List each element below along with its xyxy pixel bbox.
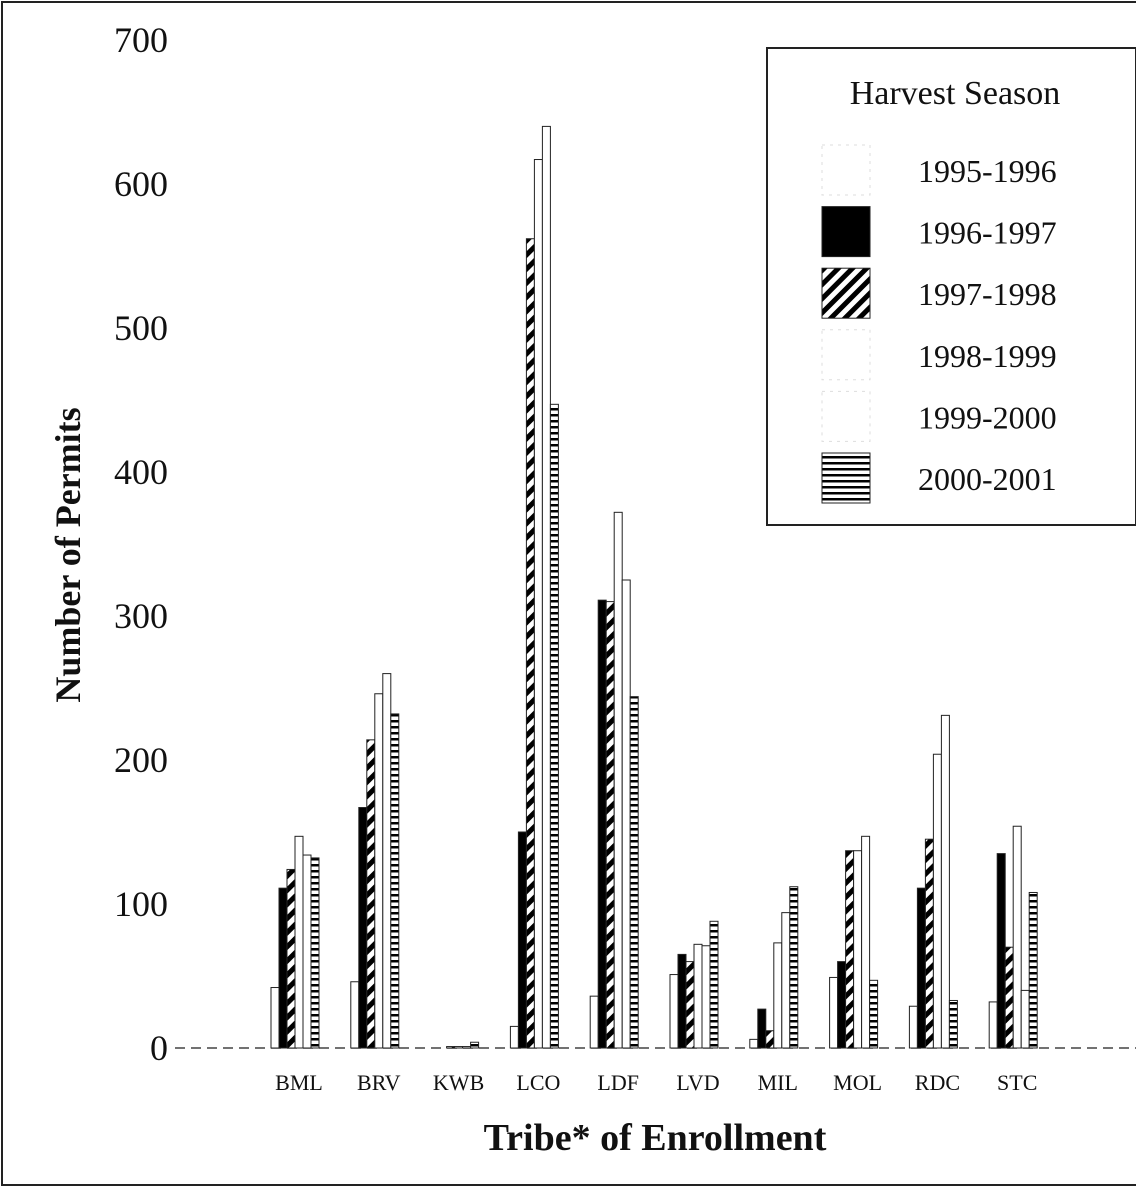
bar <box>773 942 783 1049</box>
bar <box>677 953 687 1049</box>
bar <box>350 981 360 1049</box>
bar <box>549 403 559 1049</box>
x-tick-label: KWB <box>433 1070 484 1095</box>
y-tick-label: 600 <box>114 164 168 204</box>
bar <box>781 912 791 1049</box>
bar <box>837 961 847 1049</box>
y-tick-label: 400 <box>114 452 168 492</box>
bar <box>382 673 392 1049</box>
bar <box>589 995 599 1049</box>
bar <box>853 850 863 1049</box>
y-tick-label: 500 <box>114 308 168 348</box>
bar <box>996 853 1006 1049</box>
bar <box>358 807 368 1049</box>
y-tick-label: 100 <box>114 884 168 924</box>
x-tick-label: LCO <box>516 1070 560 1095</box>
bar <box>310 857 320 1049</box>
bar <box>470 1041 480 1049</box>
legend-swatch <box>821 390 871 442</box>
bar <box>302 854 312 1049</box>
x-tick-label: MOL <box>833 1070 882 1095</box>
bar <box>294 835 304 1049</box>
bar <box>605 601 615 1049</box>
bar <box>446 1046 456 1049</box>
bar <box>1028 891 1038 1049</box>
bar <box>270 987 280 1049</box>
bar <box>749 1038 759 1049</box>
bar <box>685 961 695 1049</box>
bar <box>829 976 839 1049</box>
bar <box>541 125 551 1049</box>
bar <box>621 579 631 1049</box>
bar <box>525 238 535 1049</box>
legend-label: 1999-2000 <box>918 399 1057 435</box>
bar <box>940 714 950 1049</box>
bar <box>374 693 384 1049</box>
legend-swatch <box>821 452 871 504</box>
x-tick-label: BRV <box>357 1070 401 1095</box>
y-axis-title: Number of Permits <box>48 407 88 702</box>
legend-label: 1995-1996 <box>918 153 1057 189</box>
legend-label: 1998-1999 <box>918 338 1057 374</box>
bar <box>533 159 543 1049</box>
bar <box>845 850 855 1049</box>
bar <box>932 753 942 1049</box>
legend-label: 1996-1997 <box>918 215 1057 251</box>
bar <box>988 1001 998 1049</box>
legend-swatch <box>821 206 871 258</box>
bar <box>948 999 958 1049</box>
bar <box>701 945 711 1049</box>
bar <box>669 974 679 1049</box>
legend-title: Harvest Season <box>850 75 1061 112</box>
bar <box>597 599 607 1049</box>
x-tick-label: STC <box>997 1070 1037 1095</box>
x-tick-label: LDF <box>597 1070 639 1095</box>
x-tick-label: MIL <box>758 1070 798 1095</box>
bar <box>765 1030 775 1049</box>
bar <box>693 943 703 1049</box>
bar <box>861 835 871 1049</box>
legend-label: 1997-1998 <box>918 276 1057 312</box>
bar <box>613 511 623 1049</box>
bar <box>908 1005 918 1049</box>
bar <box>1004 946 1014 1049</box>
bar <box>789 886 799 1049</box>
x-tick-label: RDC <box>915 1070 960 1095</box>
bar <box>629 696 639 1049</box>
bar <box>278 887 288 1049</box>
y-tick-label: 200 <box>114 740 168 780</box>
bar <box>916 887 926 1049</box>
bar <box>1012 825 1022 1049</box>
bar <box>509 1025 519 1049</box>
x-tick-label: BML <box>275 1070 323 1095</box>
bar <box>366 739 376 1049</box>
bar <box>924 838 934 1049</box>
bar <box>517 831 527 1049</box>
bar <box>869 979 879 1049</box>
x-tick-label: LVD <box>676 1070 719 1095</box>
legend-swatch <box>821 329 871 381</box>
bar <box>757 1008 767 1049</box>
bar <box>286 868 296 1049</box>
legend-swatch <box>821 144 871 196</box>
legend-label: 2000-2001 <box>918 461 1057 497</box>
y-tick-label: 700 <box>114 20 168 60</box>
bar <box>709 920 719 1049</box>
legend-swatch <box>821 267 871 319</box>
x-axis-title: Tribe* of Enrollment <box>484 1117 827 1159</box>
y-tick-label: 300 <box>114 596 168 636</box>
bar <box>462 1046 472 1049</box>
bar <box>454 1046 464 1049</box>
bar <box>390 713 400 1049</box>
bar <box>1020 989 1030 1049</box>
y-tick-label: 0 <box>150 1028 168 1068</box>
